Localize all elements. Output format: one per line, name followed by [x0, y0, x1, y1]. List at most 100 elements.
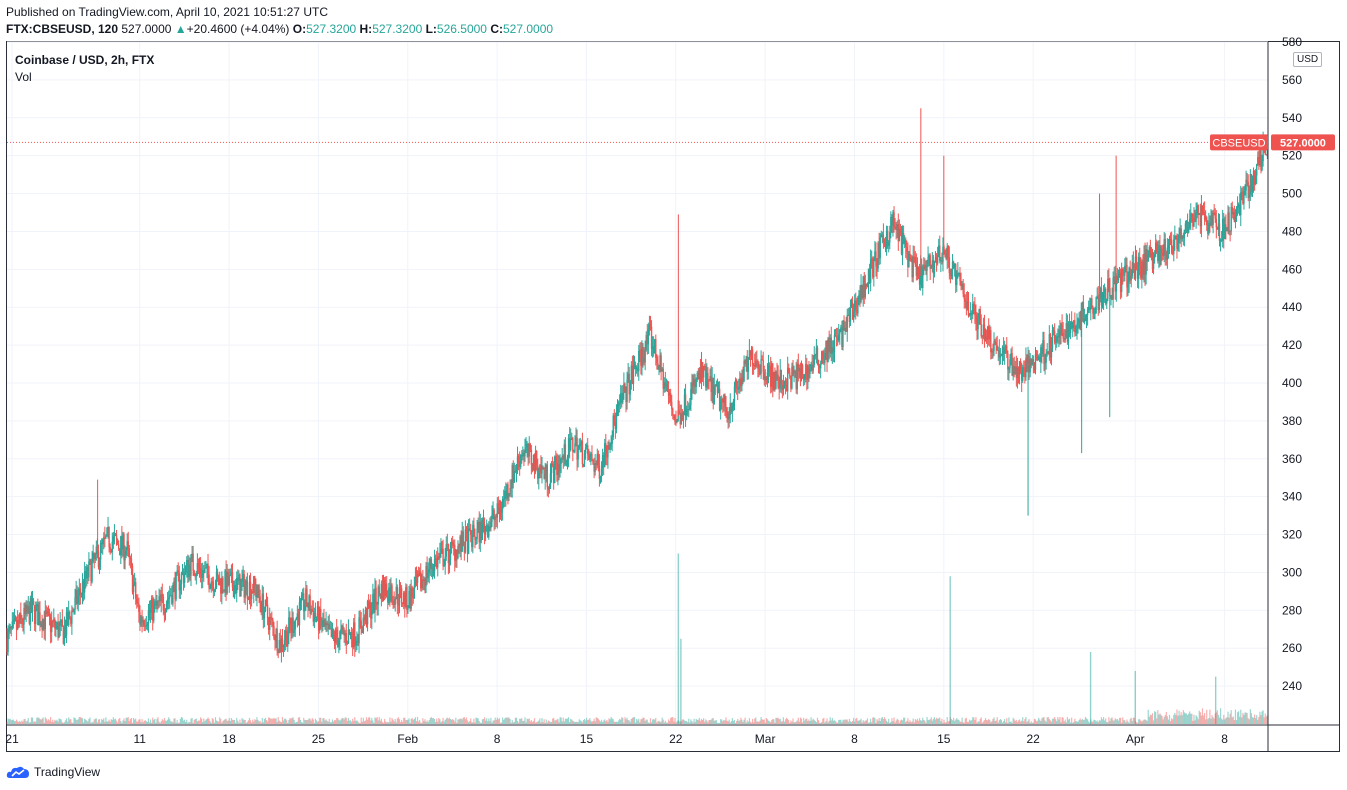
candle-body	[391, 585, 393, 601]
volume-bar	[482, 718, 485, 724]
volume-bar	[545, 719, 547, 724]
candle-body	[895, 227, 897, 231]
candle-body	[384, 583, 387, 596]
candle-body	[1150, 253, 1153, 257]
candle-body	[1024, 367, 1026, 378]
candle-body	[599, 475, 602, 479]
candle-body	[53, 619, 55, 622]
volume-bar	[229, 720, 231, 724]
volume-bar	[1208, 718, 1210, 724]
volume-bar	[292, 717, 294, 724]
candle-body	[1195, 212, 1197, 222]
candle-body	[860, 284, 862, 302]
candle-body	[881, 234, 884, 236]
volume-bar	[634, 722, 637, 724]
volume-bar	[1230, 710, 1232, 724]
volume-bar	[360, 717, 362, 724]
candle-body	[740, 378, 742, 386]
volume-bar	[1083, 719, 1086, 724]
candle-body	[117, 544, 120, 549]
candle-body	[639, 349, 641, 351]
volume-bar	[609, 719, 611, 724]
volume-bar	[485, 720, 487, 724]
candle-body	[443, 565, 445, 567]
candle-body	[428, 568, 430, 574]
candle-body	[292, 617, 294, 633]
volume-bar	[363, 721, 365, 724]
candle-body	[511, 465, 513, 489]
candle-body	[1100, 288, 1103, 306]
candle-body	[128, 548, 131, 558]
volume-bar	[1213, 718, 1215, 724]
volume-bar	[349, 720, 352, 724]
volume-bar	[387, 721, 389, 724]
volume-bar	[542, 722, 544, 724]
volume-bar	[270, 718, 272, 724]
volume-bar	[1068, 718, 1071, 724]
candle-body	[968, 314, 971, 316]
candle-body	[1126, 264, 1128, 288]
volume-bar	[911, 721, 913, 724]
volume-bar	[579, 720, 581, 724]
candle-body	[564, 444, 567, 465]
candle-body	[498, 507, 501, 515]
x-tick-label: Mar	[755, 732, 776, 746]
volume-bar	[790, 720, 792, 724]
candle-body	[283, 640, 286, 645]
candle-body	[524, 449, 526, 457]
volume-bar	[209, 721, 211, 724]
candle-body	[739, 378, 741, 387]
volume-bar	[1033, 718, 1036, 724]
candle-body	[891, 217, 893, 226]
candle-body	[704, 365, 706, 367]
volume-bar	[319, 717, 321, 724]
candle-body	[220, 579, 222, 594]
candle-body	[823, 359, 825, 363]
candle-body	[876, 266, 878, 269]
volume-bar	[1030, 721, 1032, 724]
candle-body	[583, 453, 586, 464]
candle-body	[726, 407, 728, 413]
candle-body	[941, 260, 943, 262]
candle-body	[708, 379, 710, 381]
volume-bar	[318, 721, 320, 724]
candle-body	[625, 391, 627, 402]
candle-body	[133, 582, 136, 584]
candle-body	[381, 583, 384, 600]
volume-bar	[555, 720, 557, 724]
candle-body	[648, 324, 651, 330]
candle-body	[1229, 231, 1231, 233]
candle-body	[674, 419, 676, 422]
candle-body	[567, 438, 570, 457]
candle-body	[1157, 252, 1159, 262]
candle-body	[276, 629, 278, 652]
volume-bar	[928, 720, 930, 724]
candle-body	[173, 581, 175, 586]
candle-body	[890, 217, 892, 233]
volume-bar	[140, 722, 142, 724]
close-value: 527.0000	[503, 22, 554, 36]
volume-bar	[336, 717, 338, 724]
candle-body	[500, 509, 503, 513]
currency-badge[interactable]: USD	[1293, 52, 1323, 67]
candle-body	[155, 601, 157, 606]
volume-bar	[1111, 717, 1113, 724]
candle-body	[11, 621, 14, 629]
candle-body	[729, 402, 731, 415]
candle-body	[643, 357, 645, 363]
volume-bar	[799, 717, 802, 724]
candle-body	[762, 360, 764, 373]
volume-indicator-label[interactable]: Vol	[15, 70, 32, 84]
candle-body	[697, 372, 700, 380]
volume-bar	[645, 719, 647, 724]
volume-bar	[810, 717, 812, 724]
volume-bar	[18, 721, 20, 724]
candle-body	[689, 404, 691, 409]
volume-bar	[868, 722, 871, 724]
candle-body	[493, 510, 495, 521]
volume-bar	[809, 721, 811, 724]
candle-body	[412, 595, 414, 599]
volume-bar	[324, 720, 326, 724]
volume-bar	[1171, 718, 1173, 724]
